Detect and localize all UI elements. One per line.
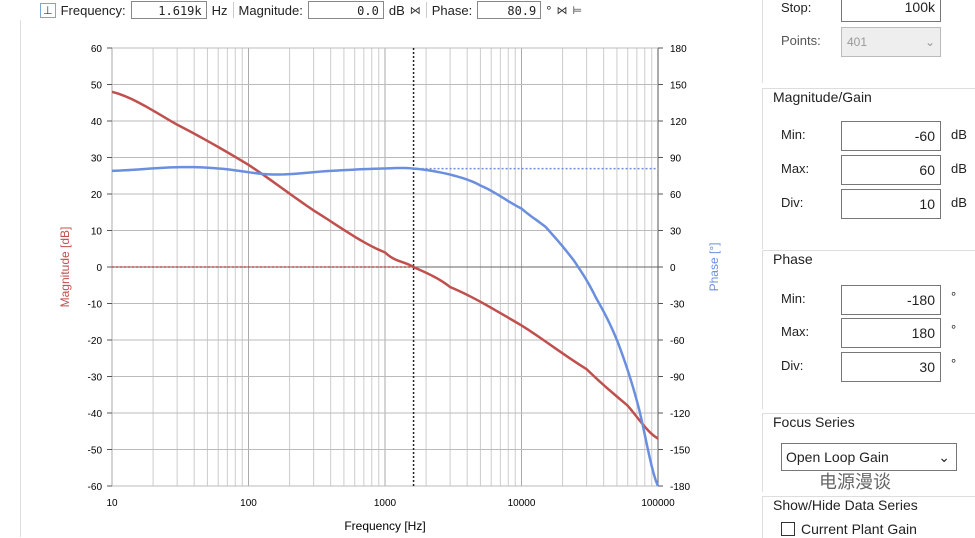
stop-label: Stop: <box>781 0 812 15</box>
bode-chart: 6050403020100-10-20-30-40-50-60180150120… <box>58 44 721 533</box>
y-tick-label: 50 <box>91 81 103 92</box>
mag-min-input[interactable]: -60 <box>841 121 941 151</box>
unit-label: dB <box>951 195 967 210</box>
separator <box>425 2 427 18</box>
y2-tick-label: 180 <box>670 44 687 55</box>
y2-axis-label: Phase [°] <box>707 243 721 292</box>
y-tick-label: -10 <box>88 300 103 311</box>
y-tick-label: 40 <box>91 117 103 128</box>
y2-tick-label: -90 <box>670 373 685 384</box>
points-label: Points: <box>781 33 821 48</box>
phase-unit: ° <box>546 2 552 18</box>
y-tick-label: -60 <box>88 482 103 493</box>
y-tick-label: 10 <box>91 227 103 238</box>
magnitude-input[interactable]: 0.0 <box>307 1 384 19</box>
group-title: Magnitude/Gain <box>773 89 872 105</box>
max-label: Max: <box>781 161 810 176</box>
y-axis-label: Magnitude [dB] <box>58 227 72 308</box>
phase-label: Phase: <box>431 2 473 18</box>
magnitude-label: Magnitude: <box>238 2 303 18</box>
x-axis-label: Frequency [Hz] <box>344 519 425 533</box>
group-title: Show/Hide Data Series <box>773 497 918 513</box>
mag-div-input[interactable]: 10 <box>841 189 941 219</box>
phase-div-input[interactable]: 30 <box>841 352 941 382</box>
x-tick-label: 10 <box>106 498 118 509</box>
points-value: 401 <box>847 35 868 49</box>
y-tick-label: 30 <box>91 154 103 165</box>
checkbox-label: Current Plant Gain <box>801 521 917 537</box>
y-tick-label: 20 <box>91 190 103 201</box>
sweep-group: Stop: 100k Points: 401 ⌄ <box>762 0 975 83</box>
magnitude-crossover-icon[interactable]: ⋈ <box>409 4 421 17</box>
phase-group: Phase Min: -180 ° Max: 180 ° Div: 30 ° <box>762 250 975 409</box>
watermark: 电源漫谈 <box>819 472 891 492</box>
show-hide-group: Show/Hide Data Series Current Plant Gain <box>762 496 975 538</box>
frequency-input[interactable]: 1.619k <box>130 1 207 19</box>
x-tick-label: 10000 <box>508 498 536 509</box>
y2-tick-label: 30 <box>670 227 682 238</box>
focus-series-select[interactable]: Open Loop Gain ⌄ <box>781 443 957 471</box>
x-tick-label: 1000 <box>374 498 397 509</box>
y2-tick-label: -30 <box>670 300 685 311</box>
group-title: Focus Series <box>773 414 855 430</box>
div-label: Div: <box>781 195 804 210</box>
phase-input[interactable]: 80.9 <box>477 1 542 19</box>
series-line-magnitude <box>111 90 659 440</box>
current-plant-gain-checkbox[interactable] <box>781 522 795 536</box>
y-tick-label: -40 <box>88 409 103 420</box>
cursor-icon[interactable]: ⊥ <box>40 2 56 18</box>
y-tick-label: -20 <box>88 336 103 347</box>
separator <box>232 2 234 18</box>
min-label: Min: <box>781 291 806 306</box>
y-tick-label: -30 <box>88 373 103 384</box>
y2-tick-label: 90 <box>670 154 682 165</box>
max-label: Max: <box>781 324 810 339</box>
magnitude-unit: dB <box>388 2 405 18</box>
selected-value: Open Loop Gain <box>786 449 889 465</box>
phase-180-icon[interactable]: ⊨ <box>572 4 583 17</box>
unit-label: dB <box>951 161 967 176</box>
div-label: Div: <box>781 358 804 373</box>
chevron-down-icon: ⌄ <box>938 449 950 465</box>
frequency-label: Frequency: <box>60 2 126 18</box>
frequency-unit: Hz <box>211 2 228 18</box>
focus-series-group: Focus Series Open Loop Gain ⌄ 电源漫谈 <box>762 413 975 492</box>
y2-tick-label: 60 <box>670 190 682 201</box>
y2-tick-label: 120 <box>670 117 687 128</box>
y2-tick-label: -60 <box>670 336 685 347</box>
y2-tick-label: -180 <box>670 482 690 493</box>
x-tick-label: 100000 <box>641 498 675 509</box>
chevron-down-icon: ⌄ <box>924 35 935 49</box>
y2-tick-label: -120 <box>670 409 690 420</box>
phase-max-input[interactable]: 180 <box>841 318 941 348</box>
group-title: Phase <box>773 251 813 267</box>
magnitude-gain-group: Magnitude/Gain Min: -60 dB Max: 60 dB Di… <box>762 88 975 249</box>
left-panel-edge <box>0 20 21 537</box>
mag-max-input[interactable]: 60 <box>841 155 941 185</box>
y-tick-label: 0 <box>96 263 102 274</box>
y-tick-label: 60 <box>91 44 103 55</box>
y-tick-label: -50 <box>88 446 103 457</box>
y2-tick-label: 0 <box>670 263 676 274</box>
y2-tick-label: -150 <box>670 446 690 457</box>
min-label: Min: <box>781 127 806 142</box>
stop-input[interactable]: 100k <box>841 0 941 22</box>
phase-crossover-icon[interactable]: ⋈ <box>556 4 568 17</box>
x-tick-label: 100 <box>240 498 257 509</box>
phase-min-input[interactable]: -180 <box>841 285 941 315</box>
y2-tick-label: 150 <box>670 81 687 92</box>
unit-label: ° <box>951 289 957 304</box>
points-select: 401 ⌄ <box>841 27 941 57</box>
unit-label: dB <box>951 127 967 142</box>
unit-label: ° <box>951 322 957 337</box>
series-line-phase <box>111 165 660 487</box>
unit-label: ° <box>951 356 957 371</box>
cursor-toolbar: ⊥ Frequency: 1.619k Hz Magnitude: 0.0 dB… <box>0 0 740 20</box>
